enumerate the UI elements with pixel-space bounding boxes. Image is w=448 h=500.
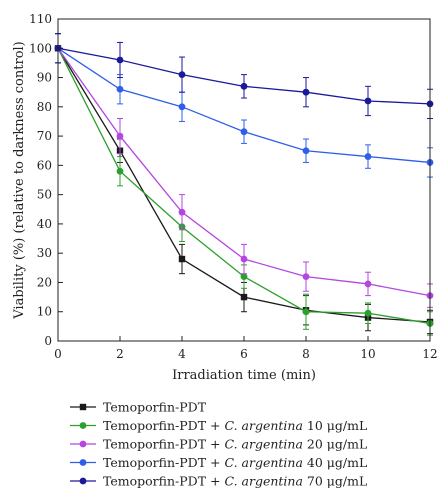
legend-label-part: C. argentina	[224, 437, 302, 452]
x-tick-label: 8	[302, 347, 310, 361]
x-tick-label: 10	[360, 347, 375, 361]
data-point	[302, 88, 310, 96]
data-point	[116, 56, 124, 64]
y-tick-label: 70	[37, 129, 52, 143]
legend-label-part: Temoporfin-PDT +	[103, 418, 224, 433]
legend-label-part: μg/mL	[327, 437, 368, 452]
legend-marker	[79, 440, 87, 448]
data-point	[240, 128, 248, 136]
legend-label-part: 40	[303, 455, 327, 470]
data-point	[178, 103, 186, 111]
data-point	[116, 85, 124, 93]
y-tick-label: 90	[37, 71, 52, 85]
legend-label-part: 10	[303, 418, 327, 433]
data-point	[364, 97, 372, 105]
legend-label-part: C. argentina	[224, 474, 302, 489]
series-4	[54, 33, 434, 120]
legend-marker	[79, 403, 87, 411]
legend-item-1: Temoporfin-PDT + C. argentina 10 μg/mL	[70, 418, 367, 433]
data-point	[240, 293, 248, 301]
legend-label-part: Temoporfin-PDT	[103, 400, 207, 415]
x-tick-label: 4	[178, 347, 186, 361]
legend-label-part: μg/mL	[327, 455, 368, 470]
data-point	[364, 153, 372, 160]
legend-label-part: μg/mL	[327, 418, 368, 433]
legend-label: Temoporfin-PDT + C. argentina 10 μg/mL	[103, 418, 367, 433]
y-tick-label: 100	[29, 41, 52, 55]
data-point	[364, 280, 372, 288]
axes: 0 2 4 6 8 10 12 0 10 20 30 40 50 60 70 80 90 100 110	[29, 12, 438, 361]
legend-marker	[79, 477, 87, 485]
x-tick-label: 0	[54, 347, 62, 361]
legend-label-part: Temoporfin-PDT +	[103, 474, 224, 489]
legend-label-part: μg/mL	[327, 474, 368, 489]
data-point	[302, 147, 310, 155]
data-point	[178, 255, 186, 263]
legend-label-part: Temoporfin-PDT +	[103, 455, 224, 470]
legend-item-4: Temoporfin-PDT + C. argentina 70 μg/mL	[70, 474, 367, 489]
y-tick-label: 50	[37, 188, 52, 202]
data-point	[240, 273, 248, 280]
legend-label-part: 70	[303, 474, 327, 489]
legend-label: Temoporfin-PDT + C. argentina 20 μg/mL	[103, 437, 367, 452]
legend-item-2: Temoporfin-PDT + C. argentina 20 μg/mL	[70, 437, 367, 452]
data-point	[240, 255, 248, 263]
x-tick-label: 12	[422, 347, 437, 361]
data-point	[178, 208, 186, 216]
legend: Temoporfin-PDT Temoporfin-PDT + C. argent…	[70, 400, 367, 489]
data-point	[240, 82, 248, 90]
legend-marker	[79, 459, 87, 466]
x-axis-title: Irradiation time (min)	[172, 368, 316, 383]
y-tick-label: 10	[37, 305, 52, 319]
data-point	[364, 309, 372, 317]
y-tick-label: 60	[37, 158, 52, 172]
legend-marker	[79, 422, 87, 429]
data-point	[178, 71, 186, 79]
y-tick-label: 80	[37, 100, 52, 114]
plot-area	[54, 33, 434, 336]
y-tick-label: 110	[29, 12, 52, 26]
legend-label-part: C. argentina	[224, 455, 302, 470]
y-tick-label: 30	[37, 246, 52, 260]
legend-label: Temoporfin-PDT	[103, 400, 207, 415]
x-tick-label: 6	[240, 347, 248, 361]
y-axis-title: Viability (%) (relative to darkness cont…	[12, 41, 27, 320]
legend-label: Temoporfin-PDT + C. argentina 70 μg/mL	[103, 474, 367, 489]
data-point	[302, 308, 310, 316]
y-tick-label: 20	[37, 275, 52, 289]
y-tick-label: 0	[44, 334, 52, 348]
legend-label-part: C. argentina	[224, 418, 302, 433]
data-point	[302, 273, 310, 280]
legend-label: Temoporfin-PDT + C. argentina 40 μg/mL	[103, 455, 367, 470]
series-line	[57, 47, 431, 164]
x-tick-label: 2	[116, 347, 124, 361]
data-point	[116, 167, 124, 175]
legend-label-part: 20	[303, 437, 327, 452]
legend-item-3: Temoporfin-PDT + C. argentina 40 μg/mL	[70, 455, 367, 470]
data-point	[116, 132, 124, 140]
legend-label-part: Temoporfin-PDT +	[103, 437, 224, 452]
y-tick-label: 40	[37, 217, 52, 231]
legend-item-0: Temoporfin-PDT	[70, 400, 207, 415]
